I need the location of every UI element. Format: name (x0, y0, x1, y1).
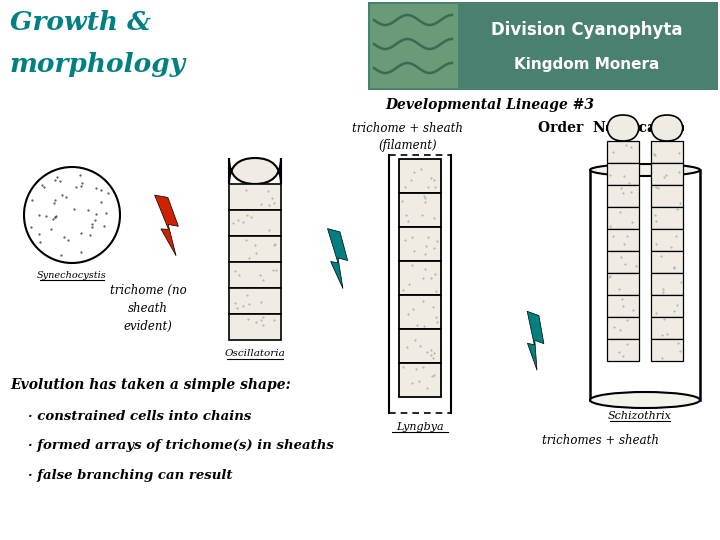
Bar (651, 273, 683, 295)
Bar (370, 4, 458, 88)
Text: · formed arrays of trichome(s) in sheaths: · formed arrays of trichome(s) in sheath… (28, 440, 334, 453)
Bar (651, 185, 683, 207)
Bar (229, 236, 281, 262)
Bar (607, 185, 639, 207)
Bar (651, 163, 683, 185)
Bar (607, 141, 639, 163)
Text: · constrained cells into chains: · constrained cells into chains (28, 409, 251, 422)
Bar (607, 339, 639, 361)
Bar (607, 207, 639, 229)
Bar (399, 159, 441, 193)
Bar (399, 261, 441, 295)
Text: Lyngbya: Lyngbya (396, 422, 444, 432)
Polygon shape (527, 311, 544, 370)
Text: Schizothrix: Schizothrix (608, 411, 672, 421)
Text: (filament): (filament) (379, 138, 437, 152)
Text: Oscillatoria: Oscillatoria (225, 349, 285, 359)
Bar (607, 295, 639, 317)
Bar (607, 229, 639, 251)
Text: trichome (no: trichome (no (109, 284, 186, 296)
Bar (229, 184, 281, 210)
Bar (651, 317, 683, 339)
Text: · false branching can result: · false branching can result (28, 469, 233, 483)
Bar (607, 273, 639, 295)
Bar (651, 207, 683, 229)
Bar (399, 329, 441, 363)
Text: trichome + sheath: trichome + sheath (353, 122, 464, 134)
Bar (399, 295, 441, 329)
Bar (229, 288, 281, 314)
Bar (229, 314, 281, 340)
Bar (229, 262, 281, 288)
Bar (651, 141, 683, 163)
Text: Growth &: Growth & (10, 10, 151, 35)
Bar (229, 210, 281, 236)
Text: evident): evident) (124, 320, 172, 333)
Circle shape (24, 167, 120, 263)
Bar (651, 251, 683, 273)
Bar (399, 227, 441, 261)
Polygon shape (328, 228, 348, 288)
Bar (651, 295, 683, 317)
Text: Evolution has taken a simple shape:: Evolution has taken a simple shape: (10, 378, 291, 392)
Text: Kingdom Monera: Kingdom Monera (514, 57, 660, 71)
Text: sheath: sheath (128, 301, 168, 314)
Text: trichomes + sheath: trichomes + sheath (541, 434, 659, 447)
Ellipse shape (590, 392, 700, 408)
Text: Synechocystis: Synechocystis (37, 271, 107, 280)
Ellipse shape (590, 164, 700, 176)
Bar (368, 2, 718, 90)
Bar (607, 317, 639, 339)
Bar (607, 251, 639, 273)
Text: Order  Nostocales: Order Nostocales (538, 121, 678, 135)
Bar (651, 229, 683, 251)
Bar (651, 339, 683, 361)
FancyBboxPatch shape (651, 115, 683, 141)
FancyBboxPatch shape (607, 115, 639, 141)
Bar (399, 363, 441, 397)
Bar (607, 163, 639, 185)
FancyBboxPatch shape (229, 158, 281, 184)
Text: Developmental Lineage #3: Developmental Lineage #3 (385, 98, 595, 112)
Polygon shape (155, 195, 179, 256)
Text: morphology: morphology (10, 52, 186, 77)
Bar (399, 193, 441, 227)
Text: Division Cyanophyta: Division Cyanophyta (491, 21, 683, 39)
